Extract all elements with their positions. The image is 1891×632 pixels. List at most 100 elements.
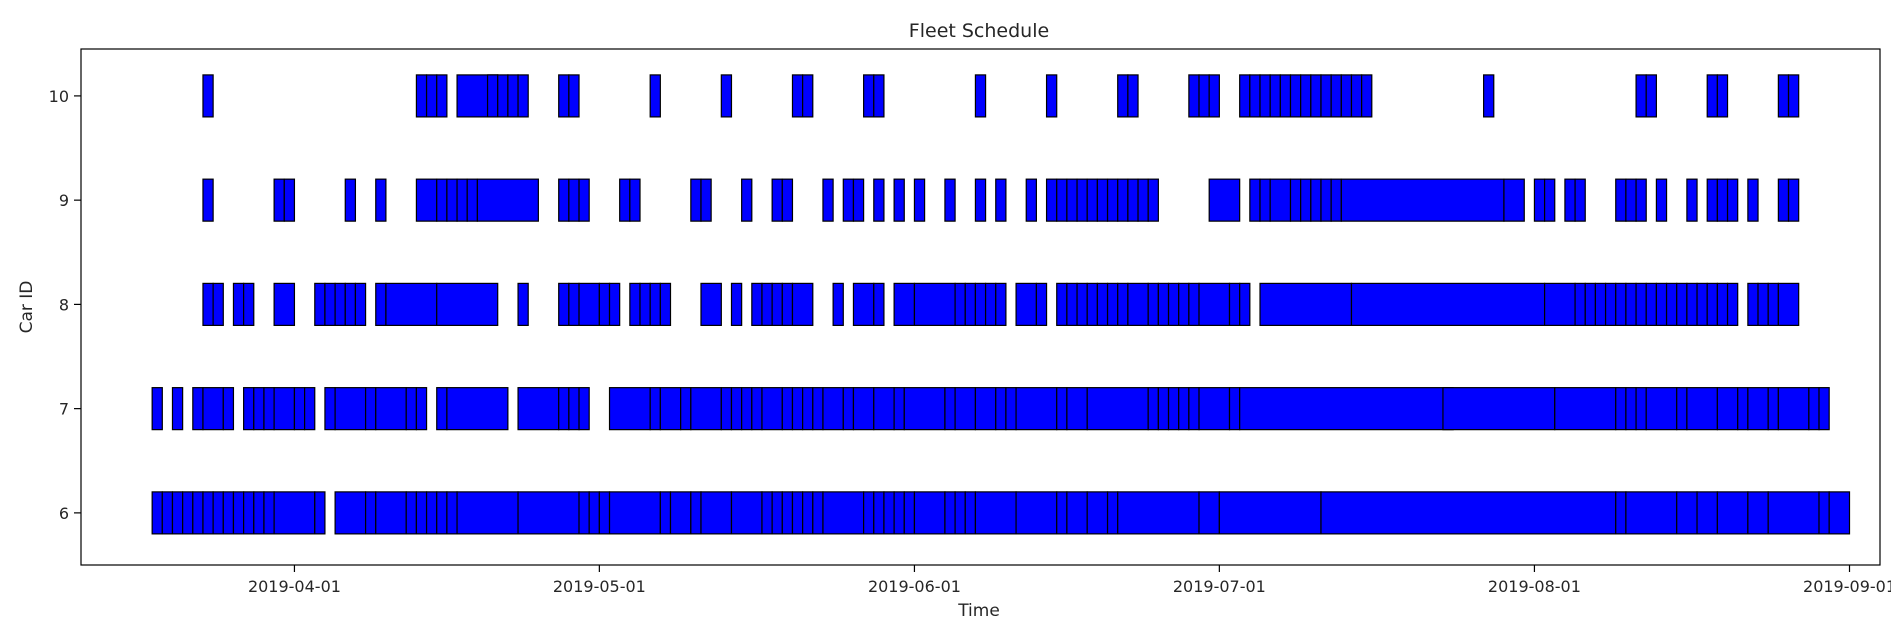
booking-bar bbox=[1442, 387, 1556, 431]
booking-bar bbox=[578, 387, 590, 431]
booking-bar bbox=[253, 491, 265, 535]
booking-bar bbox=[1706, 178, 1718, 222]
booking-bar bbox=[903, 387, 946, 431]
booking-bar bbox=[1706, 74, 1718, 118]
booking-bar bbox=[1574, 282, 1586, 326]
booking-bar bbox=[1604, 282, 1617, 326]
booking-bar bbox=[385, 282, 438, 326]
booking-bar bbox=[1635, 74, 1647, 118]
booking-bar bbox=[1015, 387, 1058, 431]
booking-bar bbox=[873, 178, 885, 222]
booking-bar bbox=[832, 282, 844, 326]
booking-bar bbox=[375, 491, 407, 535]
booking-bar bbox=[151, 491, 163, 535]
booking-bar bbox=[476, 178, 539, 222]
booking-bar bbox=[1208, 178, 1241, 222]
booking-bar bbox=[1167, 387, 1180, 431]
booking-bar bbox=[1137, 178, 1149, 222]
booking-bar bbox=[304, 387, 316, 431]
booking-bar bbox=[507, 74, 519, 118]
booking-bar bbox=[1035, 282, 1048, 326]
booking-bar bbox=[456, 491, 519, 535]
booking-bar bbox=[649, 282, 661, 326]
booking-bar bbox=[802, 387, 814, 431]
booking-bar bbox=[700, 491, 733, 535]
booking-bar bbox=[873, 491, 885, 535]
booking-bar bbox=[425, 491, 438, 535]
booking-bar bbox=[1533, 178, 1546, 222]
booking-bar bbox=[202, 387, 224, 431]
booking-bar bbox=[497, 74, 509, 118]
booking-bar bbox=[1696, 282, 1708, 326]
booking-bar bbox=[1300, 178, 1312, 222]
booking-bar bbox=[1106, 282, 1119, 326]
booking-bar bbox=[720, 387, 733, 431]
booking-bar bbox=[781, 178, 794, 222]
booking-bar bbox=[598, 282, 611, 326]
booking-bar bbox=[456, 178, 468, 222]
booking-bar bbox=[1808, 387, 1820, 431]
car-6-row bbox=[151, 491, 1851, 535]
x-tick-label: 2019-09-01 bbox=[1803, 577, 1891, 596]
booking-bar bbox=[1635, 387, 1647, 431]
booking-bar bbox=[558, 387, 570, 431]
booking-bar bbox=[202, 282, 214, 326]
booking-bar bbox=[761, 387, 783, 431]
booking-bar bbox=[1594, 282, 1607, 326]
booking-bar bbox=[1310, 178, 1322, 222]
booking-bar bbox=[1289, 178, 1302, 222]
booking-bar bbox=[1005, 387, 1017, 431]
booking-bar bbox=[639, 282, 651, 326]
booking-bar bbox=[1757, 282, 1769, 326]
booking-bar bbox=[1198, 74, 1210, 118]
booking-bar bbox=[1228, 387, 1241, 431]
booking-bar bbox=[700, 282, 722, 326]
booking-bar bbox=[568, 74, 580, 118]
booking-bar bbox=[944, 387, 956, 431]
booking-bar bbox=[324, 282, 336, 326]
booking-bar bbox=[1747, 387, 1769, 431]
booking-bar bbox=[1747, 282, 1759, 326]
booking-bar bbox=[568, 282, 580, 326]
booking-bar bbox=[273, 387, 296, 431]
booking-bar bbox=[741, 387, 753, 431]
booking-bar bbox=[415, 178, 438, 222]
booking-bar bbox=[1127, 178, 1139, 222]
booking-bar bbox=[598, 491, 611, 535]
booking-bar bbox=[995, 387, 1007, 431]
booking-bar bbox=[1106, 491, 1119, 535]
booking-bar bbox=[1198, 387, 1231, 431]
booking-bar bbox=[751, 387, 763, 431]
booking-bar bbox=[243, 282, 255, 326]
booking-bar bbox=[415, 387, 428, 431]
booking-bar bbox=[1198, 491, 1220, 535]
booking-bar bbox=[1015, 491, 1058, 535]
booking-bar bbox=[578, 178, 590, 222]
booking-bar bbox=[263, 387, 275, 431]
booking-bar bbox=[314, 282, 326, 326]
booking-bar bbox=[974, 178, 987, 222]
booking-bar bbox=[822, 178, 834, 222]
booking-bar bbox=[1320, 74, 1332, 118]
booking-bar bbox=[568, 178, 580, 222]
booking-bar bbox=[893, 491, 905, 535]
booking-bar bbox=[1625, 387, 1637, 431]
booking-bar bbox=[893, 282, 916, 326]
booking-bar bbox=[436, 74, 448, 118]
booking-bar bbox=[354, 282, 367, 326]
booking-bar bbox=[873, 387, 895, 431]
booking-bar bbox=[578, 282, 600, 326]
booking-bar bbox=[1045, 74, 1058, 118]
booking-bar bbox=[802, 491, 814, 535]
booking-bar bbox=[791, 387, 804, 431]
booking-bar bbox=[1716, 491, 1749, 535]
booking-bar bbox=[1330, 178, 1342, 222]
booking-bar bbox=[425, 74, 438, 118]
booking-bar bbox=[1645, 74, 1657, 118]
booking-bar bbox=[608, 387, 651, 431]
booking-bar bbox=[415, 74, 428, 118]
booking-bar bbox=[1117, 282, 1129, 326]
booking-bar bbox=[171, 387, 184, 431]
booking-bar bbox=[669, 491, 692, 535]
booking-bar bbox=[863, 74, 875, 118]
